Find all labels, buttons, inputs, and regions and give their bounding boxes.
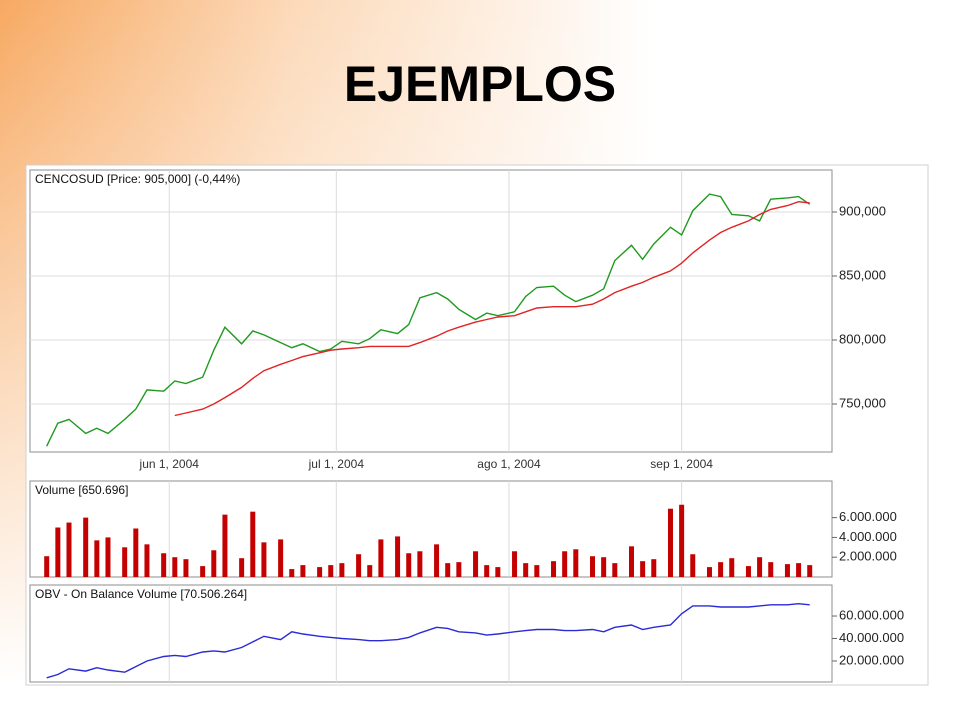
- bar: [796, 563, 802, 577]
- bar: [122, 547, 128, 577]
- bar: [339, 563, 345, 577]
- bar: [250, 511, 256, 577]
- bar: [356, 554, 362, 577]
- bar: [534, 565, 540, 577]
- bar: [473, 551, 479, 577]
- bar: [378, 539, 384, 577]
- bar: [590, 556, 596, 577]
- bar: [289, 569, 295, 577]
- bar: [456, 562, 462, 577]
- panel-title: CENCOSUD [Price: 905,000] (-0,44%): [35, 172, 240, 186]
- bar: [328, 565, 334, 577]
- bar: [551, 561, 557, 577]
- bar: [484, 565, 490, 577]
- panel-title: OBV - On Balance Volume [70.506.264]: [35, 587, 247, 601]
- y-tick-label: 6.000.000: [839, 509, 897, 524]
- bar: [434, 544, 440, 577]
- bar: [94, 540, 100, 577]
- bar: [757, 557, 763, 577]
- panel: [29, 584, 833, 683]
- bar: [222, 514, 228, 577]
- bar: [612, 563, 618, 577]
- x-tick-label: jul 1, 2004: [308, 457, 365, 471]
- bar: [562, 551, 568, 577]
- x-tick-label: sep 1, 2004: [650, 457, 713, 471]
- bar: [629, 546, 634, 577]
- bar: [367, 565, 373, 577]
- y-tick-label: 800,000: [839, 331, 886, 346]
- bar: [172, 557, 178, 577]
- bar: [211, 550, 217, 577]
- bar: [55, 527, 61, 577]
- bar: [718, 562, 724, 577]
- x-tick-label: ago 1, 2004: [477, 457, 541, 471]
- bar: [784, 564, 790, 577]
- bar: [690, 554, 696, 577]
- bar: [144, 544, 150, 577]
- bar: [445, 563, 451, 577]
- panel: [29, 480, 833, 578]
- bar: [640, 561, 646, 577]
- y-tick-label: 4.000.000: [839, 529, 897, 544]
- bar: [523, 563, 529, 577]
- y-tick-label: 40.000.000: [839, 630, 904, 645]
- bar: [300, 565, 306, 577]
- bar: [601, 557, 607, 577]
- y-tick-label: 60.000.000: [839, 607, 904, 622]
- bar: [406, 553, 412, 577]
- bar: [706, 567, 712, 577]
- bar: [729, 558, 735, 577]
- bar: [44, 556, 50, 577]
- bar: [745, 566, 751, 577]
- panel-title: Volume [650.696]: [35, 483, 128, 497]
- bar: [161, 553, 167, 577]
- bar: [495, 567, 501, 577]
- bar: [133, 528, 139, 577]
- bar: [66, 522, 72, 577]
- bar: [105, 537, 111, 577]
- bar: [651, 559, 657, 577]
- bar: [317, 567, 323, 577]
- y-tick-label: 20.000.000: [839, 652, 904, 667]
- bar: [200, 566, 206, 577]
- bar: [807, 565, 813, 577]
- line-series: [174, 200, 810, 417]
- y-tick-label: 900,000: [839, 203, 886, 218]
- bar: [573, 549, 579, 577]
- bar: [512, 551, 518, 577]
- bar: [768, 562, 774, 577]
- bar: [667, 508, 673, 577]
- bar: [417, 551, 423, 577]
- bar: [239, 558, 245, 577]
- bar: [83, 517, 89, 577]
- bar: [679, 504, 685, 577]
- bar: [395, 536, 401, 577]
- line-series: [46, 602, 810, 679]
- line-series: [46, 193, 811, 447]
- bar: [261, 542, 267, 577]
- y-tick-label: 850,000: [839, 267, 886, 282]
- bar: [278, 539, 284, 577]
- panel: [29, 169, 833, 453]
- slide-title: EJEMPLOS: [343, 56, 617, 112]
- y-tick-label: 750,000: [839, 395, 886, 410]
- bar: [183, 559, 189, 577]
- x-tick-label: jun 1, 2004: [139, 457, 200, 471]
- y-tick-label: 2.000.000: [839, 549, 897, 564]
